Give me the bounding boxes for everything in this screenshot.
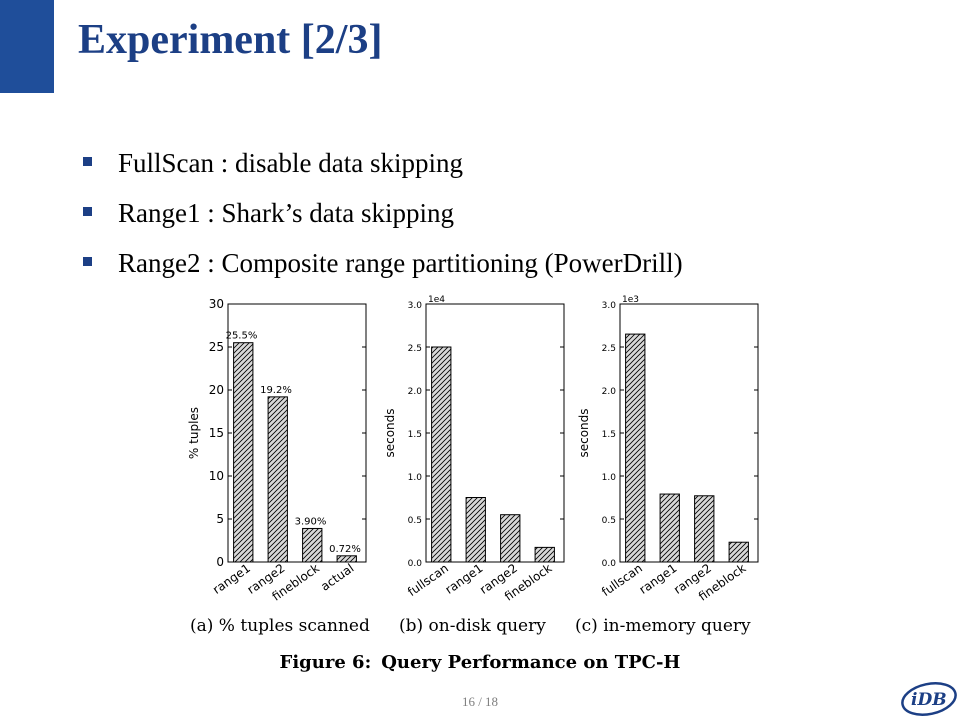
x-tick-label: range1 [637,561,680,597]
figure-caption: Figure 6: Query Performance on TPC-H [0,652,960,673]
y-tick-label: 0.5 [408,516,422,526]
y-tick-label: 3.0 [408,301,423,311]
y-tick-label: 30 [209,297,224,311]
square-bullet-icon [83,157,92,166]
bullet-text: FullScan : disable data skipping [118,148,463,178]
y-tick-label: 0 [216,555,224,569]
bullet-text: Range2 : Composite range partitioning (P… [118,248,683,278]
y-axis-label: % tuples [187,407,201,459]
bar [465,497,486,563]
bar-data-label: 19.2% [260,385,292,396]
bar [336,555,357,563]
y-axis-label: seconds [577,408,591,457]
bar [302,527,323,563]
bar-data-label: 25.5% [226,331,258,342]
y-tick-label: 2.5 [602,344,616,354]
square-bullet-icon [83,207,92,216]
bar [431,346,452,563]
bar-data-label: 3.90% [295,516,327,527]
bullet-item: Range1 : Shark’s data skipping [80,192,683,242]
y-tick-label: 2.0 [408,387,423,397]
bar-chart-in-memory-query: 0.00.51.01.52.02.53.01e3secondsfullscanr… [577,295,759,604]
idb-logo-icon: iDB [901,682,957,716]
y-tick-label: 25 [209,340,224,354]
y-tick-label: 10 [209,469,224,483]
y-tick-label: 0.0 [408,559,423,569]
y-tick-label: 0.5 [602,516,616,526]
axis-scale-label: 1e4 [428,295,445,305]
x-tick-label: actual [318,561,356,594]
bar [267,396,288,563]
subcaption-c: (c) in-memory query [575,616,751,636]
y-tick-label: 1.5 [408,430,422,440]
y-tick-label: 5 [216,512,224,526]
bar-chart-on-disk-query: 0.00.51.01.52.02.53.01e4secondsfullscanr… [383,295,565,604]
figure-title: Query Performance on TPC-H [381,652,681,673]
bullet-list: FullScan : disable data skipping Range1 … [80,142,683,292]
x-tick-label: range1 [443,561,486,597]
y-tick-label: 3.0 [602,301,617,311]
page-number: 16 / 18 [461,694,499,709]
chart-panel-b: 0.0 0.5 1.0 1.5 2.0 2.5 3.0 1e4 seconds fullscan r… [378,292,578,612]
y-tick-label: 0.0 [602,559,617,569]
y-tick-label: 1.5 [602,430,616,440]
bar [534,546,555,563]
bullet-item: FullScan : disable data skipping [80,142,683,192]
y-tick-label: 2.0 [602,387,617,397]
title-accent-bar [0,0,54,93]
chart-panel-c: 0.0 0.5 1.0 1.5 2.0 2.5 3.0 1e3 seconds fullscan r… [572,292,772,612]
y-tick-label: 2.5 [408,344,422,354]
square-bullet-icon [83,257,92,266]
bar-data-label: 0.72% [329,544,361,555]
y-tick-label: 1.0 [408,473,423,483]
y-tick-label: 15 [209,426,224,440]
bar [233,342,254,563]
chart-panel-a: 0 5 10 15 20 25 30% tuples 25.5% range1 19.2% rang… [180,292,380,612]
y-axis-label: seconds [383,408,397,457]
axis-scale-label: 1e3 [622,295,639,305]
subcaption-a: (a) % tuples scanned [190,616,370,636]
figure-label: Figure 6: [279,652,372,673]
subcaption-b: (b) on-disk query [399,616,546,636]
bar [625,333,646,563]
bar [659,493,680,563]
logo-text: iDB [911,690,947,710]
y-tick-label: 20 [209,383,224,397]
bullet-text: Range1 : Shark’s data skipping [118,198,454,228]
bullet-item: Range2 : Composite range partitioning (P… [80,242,683,292]
bar [500,514,521,563]
bar [728,541,749,563]
y-tick-label: 1.0 [602,473,617,483]
slide-title: Experiment [2/3] [78,17,383,63]
bar [694,495,715,563]
